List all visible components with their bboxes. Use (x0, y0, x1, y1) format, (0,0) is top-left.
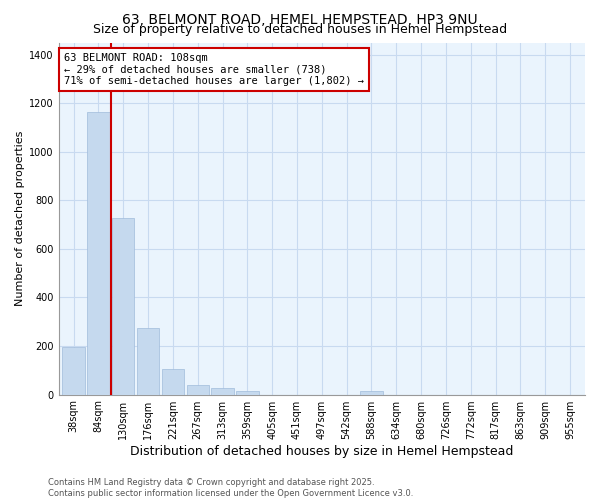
X-axis label: Distribution of detached houses by size in Hemel Hempstead: Distribution of detached houses by size … (130, 444, 514, 458)
Text: Size of property relative to detached houses in Hemel Hempstead: Size of property relative to detached ho… (93, 22, 507, 36)
Bar (211, 388, 233, 394)
Bar (62, 346, 85, 395)
Bar (112, 218, 134, 394)
Text: Contains HM Land Registry data © Crown copyright and database right 2025.
Contai: Contains HM Land Registry data © Crown c… (48, 478, 413, 498)
Text: 63, BELMONT ROAD, HEMEL HEMPSTEAD, HP3 9NU: 63, BELMONT ROAD, HEMEL HEMPSTEAD, HP3 9… (122, 12, 478, 26)
Bar (187, 385, 209, 394)
Bar (87, 112, 110, 395)
Bar (361, 391, 383, 394)
Bar (161, 368, 184, 394)
Bar (236, 391, 259, 394)
Text: 63 BELMONT ROAD: 108sqm
← 29% of detached houses are smaller (738)
71% of semi-d: 63 BELMONT ROAD: 108sqm ← 29% of detache… (64, 53, 364, 86)
Bar (137, 328, 159, 394)
Y-axis label: Number of detached properties: Number of detached properties (15, 131, 25, 306)
